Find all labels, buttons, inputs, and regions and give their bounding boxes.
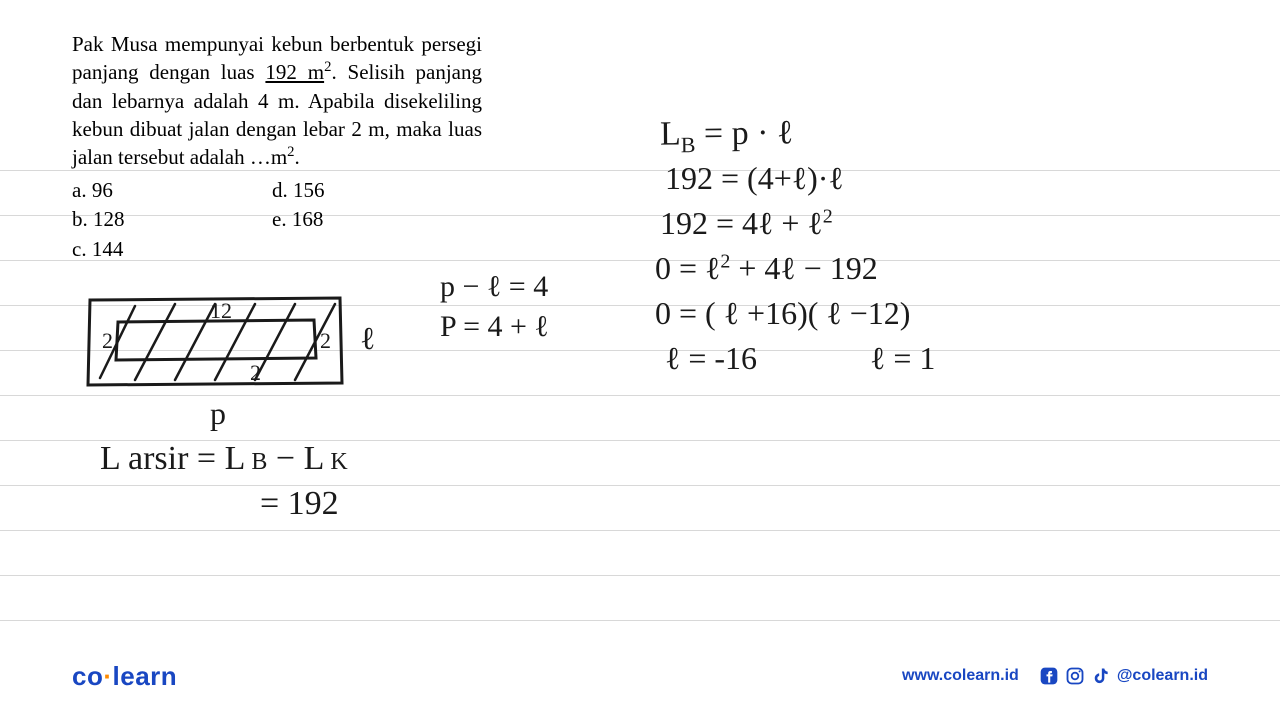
right-eq-1: LB = p · ℓ [660, 114, 794, 158]
right-eq-6a: ℓ = -16 [665, 340, 757, 377]
brand-logo: co·learn [72, 661, 177, 692]
bottom-eq-2: = 192 [260, 485, 339, 523]
choice-d: d. 156 [272, 176, 325, 205]
right-eq-3: 192 = 4ℓ + ℓ2 [660, 205, 833, 242]
facebook-icon [1039, 666, 1059, 686]
choice-b: b. 128 [72, 205, 272, 234]
choice-a: a. 96 [72, 176, 272, 205]
mid-eq-2: P = 4 + ℓ [440, 310, 549, 344]
mid-eq-1: p − ℓ = 4 [440, 270, 548, 304]
answer-choices: a. 96d. 156 b. 128e. 168 c. 144 [72, 176, 482, 264]
sketch-label-top-width: 12 [210, 298, 232, 323]
logo-part2: learn [113, 661, 178, 691]
choice-e: e. 168 [272, 205, 323, 234]
right-eq-2: 192 = (4+ℓ)·ℓ [665, 160, 844, 197]
sup-2b: 2 [287, 144, 294, 160]
problem-part3: . [295, 145, 300, 169]
choice-c: c. 144 [72, 235, 272, 264]
sketch-label-p: p [210, 395, 226, 432]
right-eq-6b: ℓ = 1 [870, 340, 935, 377]
footer-handle: @colearn.id [1117, 667, 1208, 685]
sketch-label-bottom: 2 [250, 360, 261, 385]
footer-social: @colearn.id [1039, 666, 1208, 686]
problem-text: Pak Musa mempunyai kebun berbentuk perse… [72, 30, 482, 264]
sketch-label-left: 2 [102, 328, 113, 353]
sketch-label-l: ℓ [360, 320, 375, 357]
footer-bar: co·learn www.colearn.id @colearn.id [0, 656, 1280, 696]
sketch-label-right: 2 [320, 328, 331, 353]
footer-url: www.colearn.id [902, 667, 1019, 685]
tiktok-icon [1091, 666, 1111, 686]
right-eq-5: 0 = ( ℓ +16)( ℓ −12) [655, 295, 910, 332]
problem-area: 192 m [265, 60, 324, 84]
bottom-eq-1: L arsir = L B − L K [100, 440, 348, 478]
instagram-icon [1065, 666, 1085, 686]
logo-part1: co [72, 661, 103, 691]
right-eq-4: 0 = ℓ2 + 4ℓ − 192 [655, 250, 878, 287]
logo-dot: · [103, 661, 112, 691]
